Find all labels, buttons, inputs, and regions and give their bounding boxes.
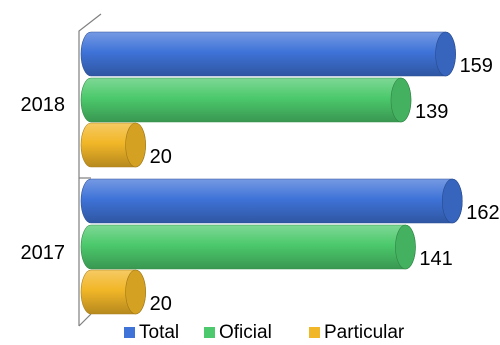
tick-label-2018: 2018 [21,94,66,116]
tick-label-2017: 2017 [21,242,66,264]
data-label-particular-2018: 20 [150,146,172,168]
data-label-oficial-2018: 139 [415,101,448,123]
data-label-oficial-2017: 141 [419,248,452,270]
legend-swatch-total [124,327,135,338]
data-label-total-2018: 159 [460,55,493,77]
bar-total-2017 [80,178,463,224]
data-label-total-2017: 162 [466,202,499,224]
data-label-particular-2017: 20 [150,293,172,315]
bar-oficial-2017 [80,224,416,270]
category-tick-labels: 2018 2017 [21,94,66,264]
axis-line [78,13,102,326]
bar-particular-2017 [80,269,146,315]
legend-swatch-particular [309,327,320,338]
axis-floor [78,313,92,327]
category-axis [78,13,102,327]
bar-total-2018 [80,31,456,77]
legend-item-total: Total [124,322,179,343]
legend-label-oficial: Oficial [219,322,272,343]
bar-particular-2018 [80,122,146,168]
bar-oficial-2018 [80,77,412,123]
legend-item-particular: Particular [309,322,405,343]
data-labels: 159 139 20 162 141 20 [150,55,500,315]
legend-swatch-oficial [204,327,215,338]
legend-label-total: Total [139,322,179,343]
legend-item-oficial: Oficial [204,322,272,343]
legend-label-particular: Particular [324,322,405,343]
legend: Total Oficial Particular [124,322,405,343]
bar-series [80,31,463,315]
